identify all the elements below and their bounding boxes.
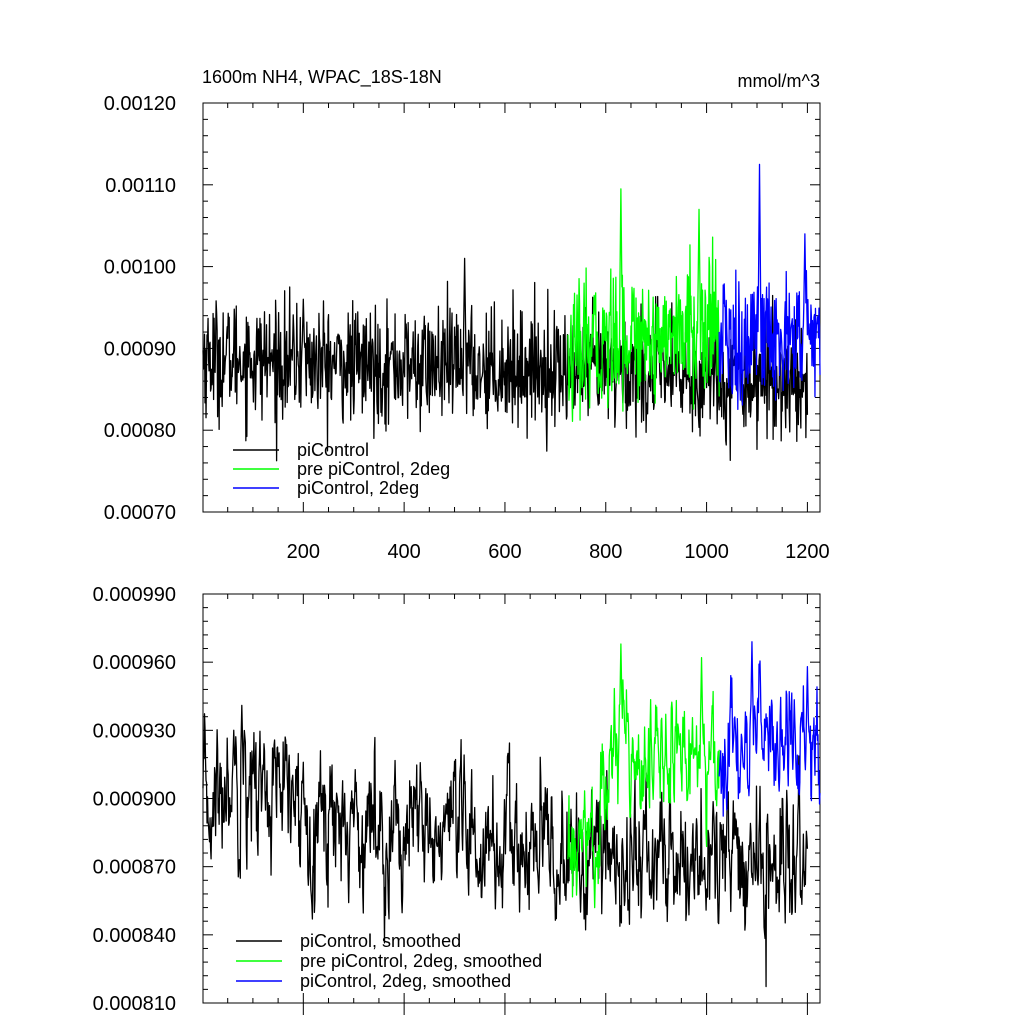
top-y-tick-label: 0.00120 bbox=[104, 93, 176, 115]
top-x-tick-label: 800 bbox=[589, 541, 622, 563]
top-y-tick-label: 0.00080 bbox=[104, 420, 176, 442]
bottom-y-tick-label: 0.000900 bbox=[93, 789, 176, 811]
series-line-picontrol-2deg bbox=[718, 163, 821, 411]
series-line-picontrol bbox=[202, 257, 809, 462]
plot-frame bbox=[202, 102, 821, 513]
panel-1-plot bbox=[202, 593, 821, 1015]
top-y-tick-label: 0.00070 bbox=[104, 502, 176, 524]
top-legend-label: piControl bbox=[297, 440, 369, 460]
series-line-pre-picontrol-2deg bbox=[567, 188, 720, 422]
top-y-tick-label: 0.00090 bbox=[104, 338, 176, 360]
top-x-tick-label: 200 bbox=[287, 541, 320, 563]
top-x-tick-label: 400 bbox=[387, 541, 420, 563]
bottom-y-tick-label: 0.000840 bbox=[93, 925, 176, 947]
top-y-tick-label: 0.00110 bbox=[105, 175, 176, 197]
top-y-tick-label: 0.00100 bbox=[104, 257, 176, 279]
series-line-picontrol-2deg-smoothed bbox=[718, 641, 821, 817]
top-legend: piControl pre piControl, 2deg piControl,… bbox=[233, 440, 450, 498]
bottom-y-tick-label: 0.000870 bbox=[93, 857, 176, 879]
bottom-legend-label: piControl, smoothed bbox=[300, 931, 461, 951]
bottom-legend-label: piControl, 2deg, smoothed bbox=[300, 971, 511, 991]
top-x-tick-label: 1200 bbox=[785, 541, 830, 563]
top-panel: 1600m NH4, WPAC_18S-18N mmol/m^3 bbox=[202, 67, 820, 91]
top-x-tick-labels: 200 400 600 800 1000 1200 bbox=[287, 541, 830, 563]
top-y-tick-labels: 0.00070 0.00080 0.00090 0.00100 0.00110 … bbox=[104, 93, 176, 524]
top-x-tick-label: 1000 bbox=[684, 541, 729, 563]
bottom-y-tick-labels: 0.000810 0.000840 0.000870 0.000900 0.00… bbox=[93, 584, 176, 1015]
bottom-y-tick-label: 0.000990 bbox=[93, 584, 176, 606]
series-line-pre-picontrol-2deg-smoothed bbox=[567, 643, 720, 909]
bottom-legend-label: pre piControl, 2deg, smoothed bbox=[300, 951, 542, 971]
bottom-y-tick-label: 0.000810 bbox=[93, 993, 176, 1015]
top-x-tick-label: 600 bbox=[488, 541, 521, 563]
top-legend-label: pre piControl, 2deg bbox=[297, 459, 450, 479]
top-title-left: 1600m NH4, WPAC_18S-18N bbox=[202, 67, 442, 88]
bottom-legend: piControl, smoothed pre piControl, 2deg,… bbox=[236, 931, 542, 991]
top-title-units: mmol/m^3 bbox=[738, 71, 820, 91]
series-line-picontrol-smoothed bbox=[202, 704, 809, 988]
panel-0-plot bbox=[202, 102, 821, 513]
bottom-y-tick-label: 0.000930 bbox=[93, 720, 176, 742]
top-legend-label: piControl, 2deg bbox=[297, 478, 419, 498]
bottom-y-tick-label: 0.000960 bbox=[93, 652, 176, 674]
